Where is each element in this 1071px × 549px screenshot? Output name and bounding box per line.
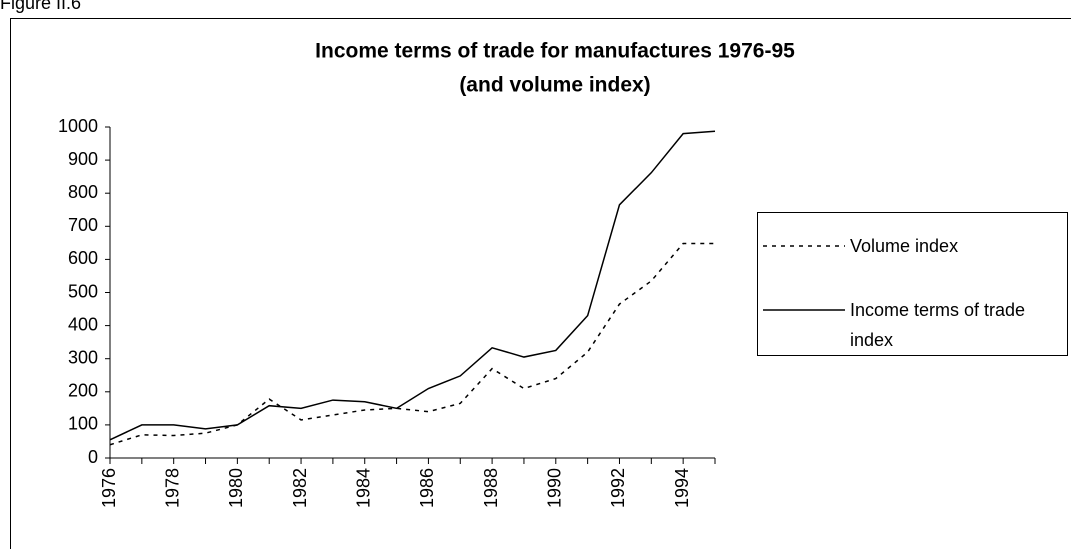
x-tick-label: 1988 — [481, 468, 501, 508]
x-tick-label: 1978 — [162, 468, 182, 508]
y-tick-label: 800 — [68, 182, 98, 202]
y-tick-label: 400 — [68, 314, 98, 334]
y-tick-label: 0 — [88, 447, 98, 467]
x-tick-label: 1980 — [226, 468, 246, 508]
legend-box — [757, 212, 1068, 356]
y-tick-label: 700 — [68, 215, 98, 235]
x-tick-label: 1990 — [545, 468, 565, 508]
y-tick-label: 1000 — [58, 116, 98, 136]
x-tick-label: 1992 — [608, 468, 628, 508]
x-tick-label: 1994 — [672, 468, 692, 508]
y-tick-label: 900 — [68, 149, 98, 169]
series-line — [109, 242, 715, 446]
x-tick-label: 1976 — [99, 468, 119, 508]
y-tick-label: 300 — [68, 347, 98, 367]
y-tick-label: 600 — [68, 248, 98, 268]
x-tick-label: 1986 — [417, 468, 437, 508]
y-tick-label: 100 — [68, 414, 98, 434]
figure-label: Figure II.6 — [0, 0, 81, 13]
legend-label: Volume index — [850, 236, 959, 256]
y-tick-label: 200 — [68, 381, 98, 401]
x-tick-label: 1982 — [290, 468, 310, 508]
x-tick-label: 1984 — [353, 468, 373, 508]
legend-label: Income terms of trade index — [850, 300, 1026, 350]
chart-frame — [10, 18, 1071, 549]
chart-subtitle: (and volume index) — [459, 74, 650, 97]
chart-title: Income terms of trade for manufactures 1… — [315, 40, 795, 63]
y-tick-label: 500 — [68, 281, 98, 301]
series-line — [109, 130, 716, 441]
